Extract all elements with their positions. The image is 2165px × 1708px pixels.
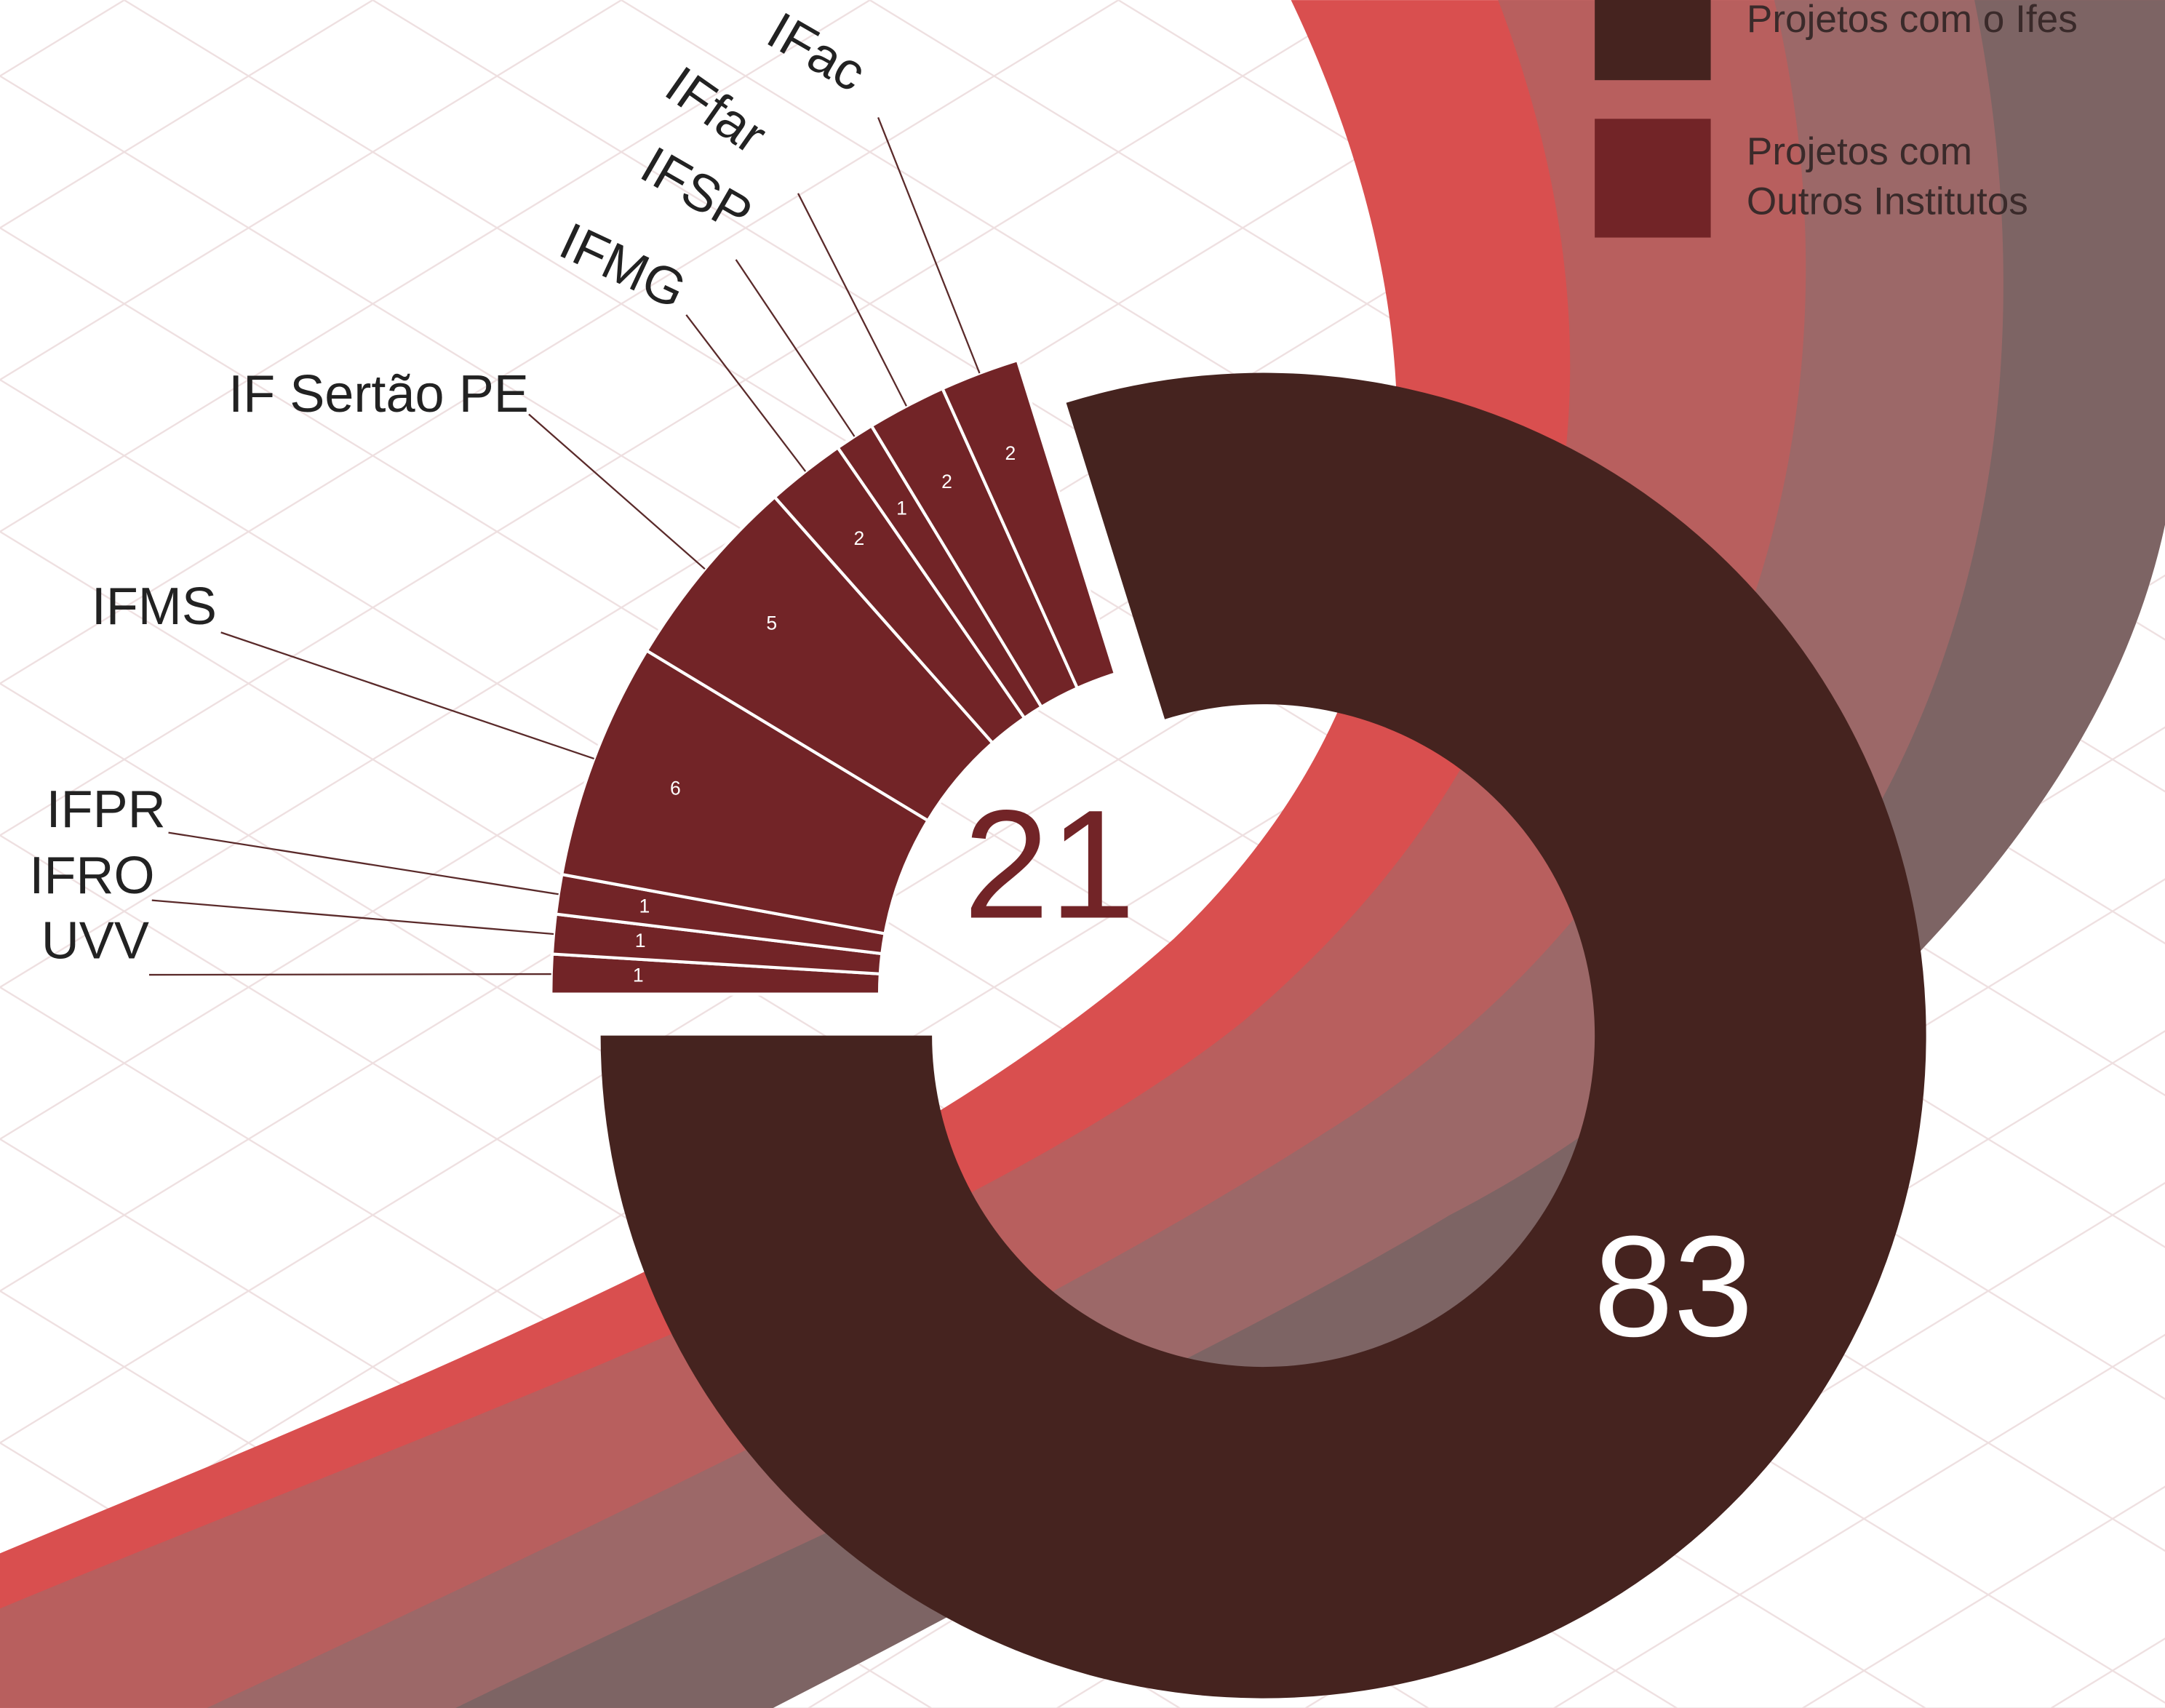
category-label: UVV [41, 911, 149, 970]
legend-label: Projetos com o Ifes [1746, 0, 2078, 41]
legend-swatch [1595, 0, 1711, 81]
breakdown-value-label: 2 [1005, 442, 1016, 464]
legend-swatch [1595, 119, 1711, 238]
breakdown-value-label: 1 [633, 965, 644, 986]
breakdown-value-label: 6 [670, 777, 681, 799]
leader-line [877, 117, 981, 374]
breakdown-value-label: 1 [635, 930, 646, 951]
breakdown-value-label: 2 [941, 471, 952, 492]
category-label: IFRO [29, 847, 154, 905]
leader-line [797, 193, 907, 407]
background-right-grid [773, 524, 2165, 1708]
category-label: IF Sertão PE [228, 365, 529, 423]
legend-label: Projetos com Outros Institutos [1746, 129, 2028, 223]
breakdown-value-label: 5 [766, 612, 777, 634]
leader-line [168, 831, 559, 895]
slice-value-label: 21 [963, 778, 1135, 951]
leader-line [528, 413, 706, 570]
breakdown-value-label: 1 [639, 895, 650, 917]
category-label: IFMS [92, 578, 217, 636]
leader-line [220, 631, 594, 759]
legend-item: Projetos com o Ifes [1746, 0, 2078, 41]
category-label: IFPR [46, 781, 165, 839]
leader-line [148, 973, 551, 976]
breakdown-value-label: 2 [854, 527, 865, 549]
breakdown-slice [940, 358, 1117, 690]
donut-slice [600, 372, 1926, 1699]
leader-line [735, 259, 856, 437]
slice-value-label: 83 [1594, 1205, 1754, 1366]
legend-item: Projetos com Outros Institutos [1746, 129, 2028, 223]
leader-line [151, 899, 554, 935]
breakdown-value-label: 1 [896, 497, 907, 519]
leader-line [685, 314, 807, 472]
